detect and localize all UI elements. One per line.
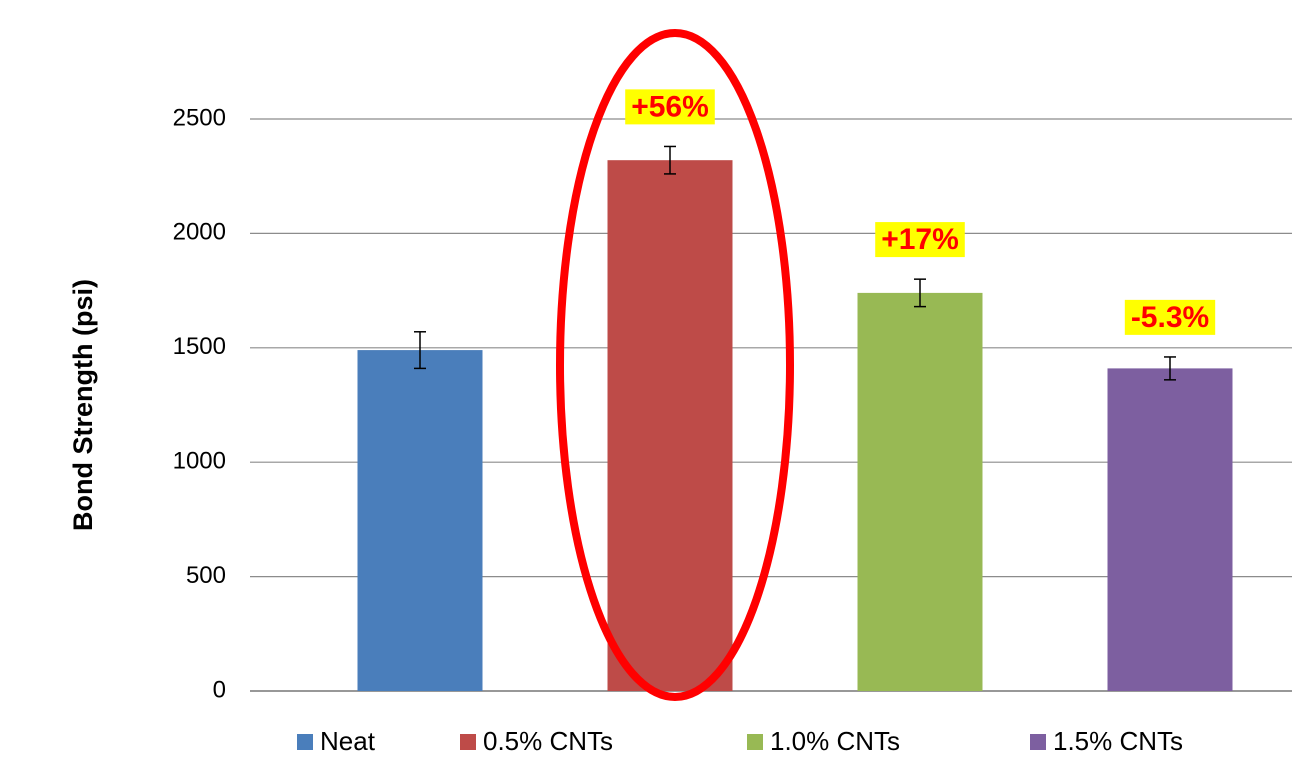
annotation-box (1124, 299, 1216, 335)
legend-label: 0.5% CNTs (483, 726, 613, 756)
annotation-box (875, 222, 965, 258)
legend-swatch (460, 734, 476, 750)
error-bar (414, 331, 426, 370)
y-tick-label: 500 (186, 562, 226, 589)
legend-label: Neat (320, 726, 376, 756)
error-bar (1164, 356, 1176, 381)
y-tick-label: 0 (213, 676, 226, 703)
highlight-ellipse (556, 29, 794, 701)
y-axis-label: Bond Strength (psi) (68, 279, 98, 531)
legend-label: 1.0% CNTs (770, 726, 900, 756)
error-bar (914, 278, 926, 308)
annotation-box (625, 89, 715, 125)
error-bar (664, 145, 676, 175)
y-tick-label: 1500 (173, 333, 226, 360)
legend-swatch (747, 734, 763, 750)
y-tick-label: 2500 (173, 104, 226, 131)
y-tick-label: 1000 (173, 448, 226, 475)
bar (357, 350, 483, 691)
bar (607, 160, 733, 691)
legend-swatch (1030, 734, 1046, 750)
annotation: +56% (631, 90, 709, 123)
annotation: +17% (881, 223, 959, 256)
legend-label: 1.5% CNTs (1053, 726, 1183, 756)
y-tick-label: 2000 (173, 219, 226, 246)
bar (1107, 368, 1233, 691)
legend-swatch (297, 734, 313, 750)
bar (857, 292, 983, 691)
annotation: -5.3% (1131, 301, 1209, 334)
